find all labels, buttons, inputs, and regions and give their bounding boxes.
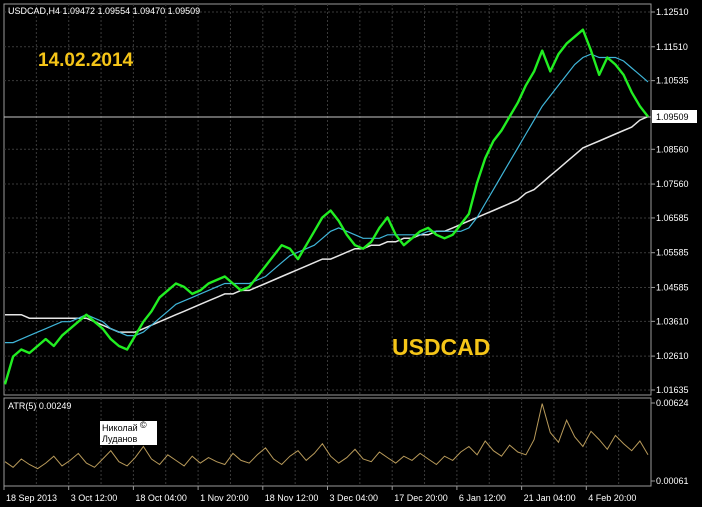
price-tick-label: 1.01635 (656, 385, 689, 395)
price-tick-label: 1.08560 (656, 144, 689, 154)
current-price-tag: 1.09509 (656, 112, 689, 122)
time-tick-label: 1 Nov 20:00 (200, 493, 249, 503)
fast-moving-average-line (5, 53, 649, 344)
price-panel[interactable]: USDCAD,H4 1.09472 1.09554 1.09470 1.0950… (3, 3, 652, 396)
author-line-1: Николай (102, 423, 138, 433)
date-annotation: 14.02.2014 (38, 50, 134, 71)
time-tick-label: 17 Dec 20:00 (394, 493, 448, 503)
price-tick-label: 1.06585 (656, 213, 689, 223)
symbol-annotation: USDCAD (392, 334, 490, 360)
author-line-2: Луданов (102, 434, 137, 444)
price-tick-label: 1.12510 (656, 7, 689, 17)
time-tick-label: 18 Sep 2013 (6, 493, 57, 503)
time-tick-label: 3 Oct 12:00 (71, 493, 118, 503)
price-tick-label: 1.11510 (656, 42, 688, 52)
time-tick-label: 18 Nov 12:00 (265, 493, 319, 503)
time-tick-label: 3 Dec 04:00 (330, 493, 379, 503)
author-box (100, 421, 157, 445)
time-tick-label: 4 Feb 20:00 (588, 493, 636, 503)
atr-title: ATR(5) 0.00249 (8, 401, 71, 411)
atr-tick-label: 0.00061 (656, 476, 689, 486)
author-watermark: Николай © Луданов (100, 420, 157, 445)
price-tick-label: 1.10535 (656, 76, 689, 86)
atr-tick-label: 0.00624 (656, 398, 689, 408)
price-tick-label: 1.03610 (656, 316, 689, 326)
atr-panel[interactable]: ATR(5) 0.00249 Николай © Луданов (3, 397, 652, 487)
time-axis[interactable]: 18 Sep 2013 3 Oct 12:00 18 Oct 04:00 1 Nov … (3, 486, 636, 503)
atr-axis: 0.00624 0.00061 (651, 398, 689, 486)
price-tick-label: 1.02610 (656, 351, 689, 361)
atr-series-line (4, 403, 649, 470)
price-series-line (3, 28, 649, 385)
time-tick-label: 21 Jan 04:00 (524, 493, 576, 503)
symbol-header: USDCAD,H4 1.09472 1.09554 1.09470 1.0950… (8, 6, 200, 16)
time-tick-label: 18 Oct 04:00 (135, 493, 187, 503)
time-tick-label: 6 Jan 12:00 (459, 493, 506, 503)
current-price-tag-bg (652, 110, 697, 123)
price-tick-label: 1.07560 (656, 179, 689, 189)
copyright-mark: © (140, 420, 147, 430)
price-tick-label: 1.04585 (656, 282, 689, 292)
price-axis[interactable]: 1.09509 1.12510 1.11510 1.10535 1.08560 1.07… (651, 7, 697, 395)
price-tick-label: 1.05585 (656, 248, 689, 258)
